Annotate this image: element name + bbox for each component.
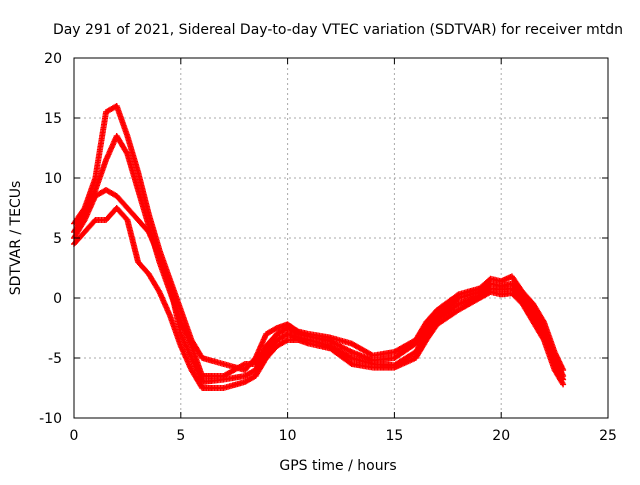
- y-tick-label: 15: [44, 111, 62, 127]
- series-track-4: [71, 205, 567, 391]
- data-point: [560, 381, 567, 388]
- y-tick-label: 5: [53, 231, 62, 247]
- y-tick-label: -10: [39, 411, 62, 427]
- y-tick-label: 0: [53, 291, 62, 307]
- y-tick-label: 20: [44, 51, 62, 67]
- y-tick-label: 10: [44, 171, 62, 187]
- x-tick-label: 5: [176, 428, 185, 444]
- x-tick-label: 25: [599, 428, 617, 444]
- data-layer: [71, 103, 567, 391]
- x-tick-label: 20: [492, 428, 510, 444]
- x-tick-label: 0: [70, 428, 79, 444]
- y-tick-label: -5: [48, 351, 62, 367]
- tick-layer: 0 5 10 15 20 25 -10 -5 0 5 10 15 20: [39, 51, 617, 444]
- x-tick-label: 15: [385, 428, 403, 444]
- y-axis-label: SDTVAR / TECUs: [8, 181, 24, 296]
- x-axis-label: GPS time / hours: [279, 458, 396, 474]
- chart-title: Day 291 of 2021, Sidereal Day-to-day VTE…: [53, 22, 623, 38]
- x-tick-label: 10: [279, 428, 297, 444]
